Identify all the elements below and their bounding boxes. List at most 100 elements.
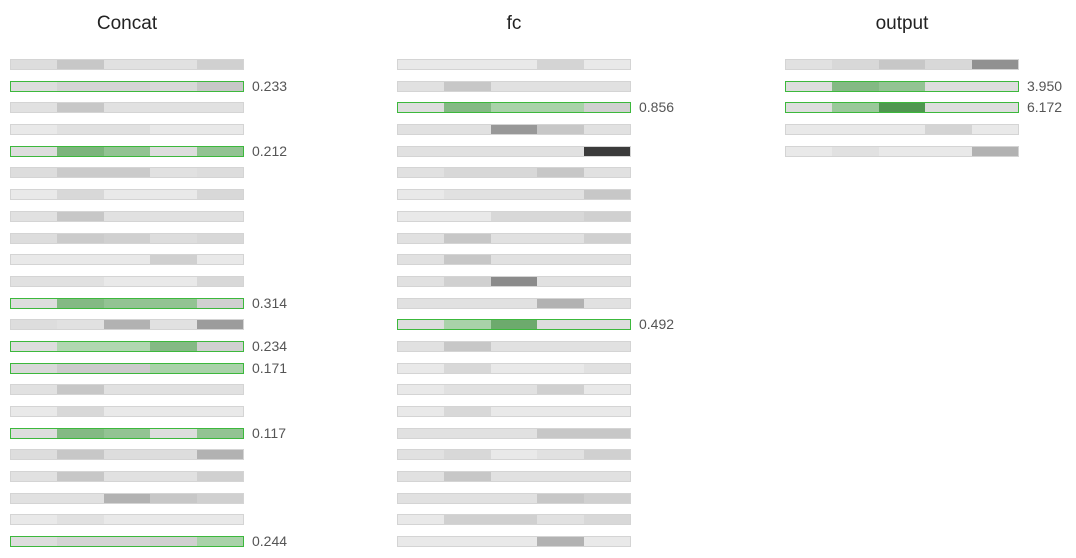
neuron-row: 0.212 (10, 142, 300, 168)
activation-cell (11, 298, 58, 308)
activation-cell (832, 146, 879, 156)
activation-cell (583, 125, 631, 135)
neuron-row (10, 514, 300, 536)
neuron-row (10, 492, 300, 515)
neuron-row (397, 427, 687, 450)
activation-bar-highlighted (10, 427, 244, 439)
activation-cell (444, 60, 491, 69)
activation-cell (537, 320, 584, 330)
activation-cell (398, 255, 445, 265)
activation-value: 0.234 (252, 337, 288, 354)
activation-cell (196, 298, 244, 308)
neuron-rows-output: 3.950 6.172 (785, 59, 1075, 167)
activation-cell (398, 385, 445, 395)
activation-cell (537, 298, 584, 308)
activation-cell (196, 146, 244, 156)
activation-cell (583, 428, 631, 438)
activation-value: 0.212 (252, 142, 288, 159)
activation-cell (537, 60, 584, 69)
neuron-row (397, 340, 687, 363)
neuron-row: 0.233 (10, 78, 300, 103)
activation-cell (57, 472, 104, 482)
neuron-row (397, 297, 687, 320)
activation-cell (398, 363, 445, 373)
activation-cell (444, 81, 491, 91)
activation-cell (490, 450, 538, 460)
activation-cell (57, 363, 104, 373)
activation-cell (398, 60, 445, 69)
activation-cell (150, 276, 197, 286)
activation-cell (103, 493, 151, 503)
activation-cell (583, 363, 631, 373)
activation-bar (785, 145, 1019, 157)
activation-cell (490, 190, 538, 200)
activation-cell (150, 211, 197, 221)
activation-cell (537, 450, 584, 460)
activation-cell (537, 81, 584, 91)
activation-cell (57, 168, 104, 178)
activation-cell (150, 60, 197, 69)
activation-cell (103, 125, 151, 135)
activation-cell (57, 81, 104, 91)
neuron-row (10, 471, 300, 493)
activation-bar (397, 471, 631, 483)
activation-cell (583, 385, 631, 395)
activation-cell (57, 493, 104, 503)
activation-cell (490, 255, 538, 265)
activation-cell (878, 60, 926, 69)
activation-cell (11, 276, 58, 286)
activation-cell (925, 103, 972, 113)
neuron-row (10, 275, 300, 298)
activation-cell (583, 146, 631, 156)
activation-cell (878, 81, 926, 91)
activation-cell (11, 81, 58, 91)
activation-cell (490, 320, 538, 330)
activation-bar (10, 492, 244, 504)
activation-cell (57, 276, 104, 286)
activation-cell (196, 385, 244, 395)
activation-cell (11, 60, 58, 69)
activation-cell (196, 255, 244, 265)
activation-cell (196, 125, 244, 135)
activation-value: 0.244 (252, 533, 288, 550)
activation-value: 3.950 (1027, 77, 1063, 94)
neuron-row: 0.856 (397, 99, 687, 124)
activation-cell (196, 276, 244, 286)
activation-cell (11, 407, 58, 416)
activation-cell (832, 103, 879, 113)
activation-cell (196, 472, 244, 482)
activation-cell (537, 103, 584, 113)
activation-cell (103, 81, 151, 91)
activation-cell (196, 81, 244, 91)
activation-cell (150, 298, 197, 308)
activation-cell (11, 537, 58, 547)
activation-cell (11, 450, 58, 460)
activation-cell (57, 515, 104, 525)
activation-cell (103, 103, 151, 113)
activation-cell (398, 407, 445, 416)
activation-cell (971, 81, 1019, 91)
neuron-rows-fc: 0.856 0.492 (397, 59, 687, 558)
activation-cell (444, 146, 491, 156)
activation-bar-highlighted (10, 297, 244, 309)
activation-bar (10, 471, 244, 483)
activation-cell (398, 450, 445, 460)
layer-title-output: output (875, 13, 929, 34)
activation-cell (537, 363, 584, 373)
neuron-row (397, 80, 687, 103)
activation-cell (583, 537, 631, 547)
activation-cell (583, 81, 631, 91)
activation-bar (397, 210, 631, 222)
activation-cell (583, 493, 631, 503)
neuron-row (10, 406, 300, 428)
activation-cell (583, 233, 631, 243)
activation-cell (537, 407, 584, 416)
activation-bar-highlighted (10, 145, 244, 157)
activation-cell (537, 146, 584, 156)
activation-cell (103, 472, 151, 482)
activation-cell (57, 537, 104, 547)
neuron-row (785, 59, 1075, 81)
activation-cell (583, 103, 631, 113)
neuron-row (397, 384, 687, 406)
neuron-row (10, 254, 300, 276)
